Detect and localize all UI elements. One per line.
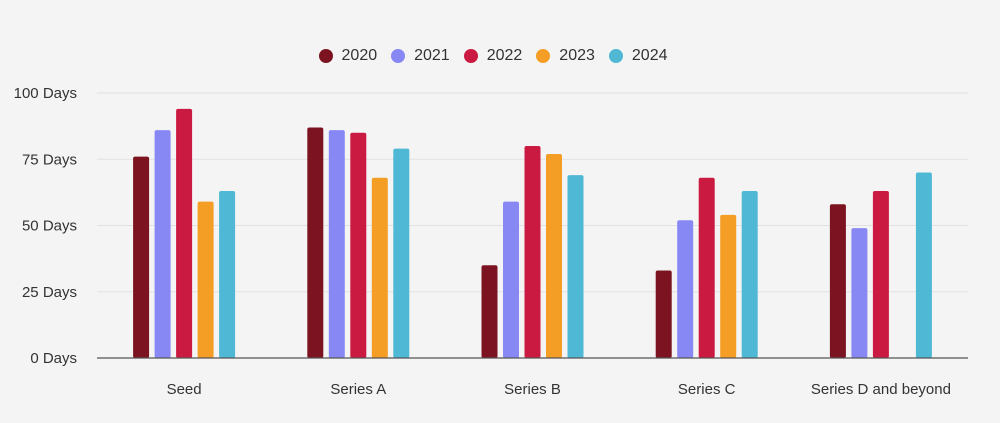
legend-item-2021[interactable]: 2021 — [391, 47, 450, 65]
bar-2023-2[interactable] — [546, 153, 562, 358]
x-tick-label: Series C — [678, 381, 736, 398]
legend: 2020 2021 2022 2023 2024 — [0, 47, 1000, 65]
bar-2021-2[interactable] — [503, 201, 519, 358]
legend-item-2023[interactable]: 2023 — [536, 47, 595, 65]
bar-2021-4[interactable] — [851, 228, 868, 358]
bar-2020-3[interactable] — [655, 270, 672, 358]
bar-2021-3[interactable] — [677, 220, 694, 358]
bar-2022-2[interactable] — [524, 146, 541, 358]
bar-2023-0[interactable] — [197, 201, 214, 358]
bar-2022-1[interactable] — [350, 132, 367, 358]
x-tick-label: Series B — [504, 381, 561, 398]
bar-2024-1[interactable] — [393, 148, 410, 358]
bar-2024-2[interactable] — [567, 175, 584, 358]
legend-swatch — [608, 49, 623, 63]
legend-item-2024[interactable]: 2024 — [608, 47, 668, 65]
legend-swatch — [536, 49, 551, 63]
y-tick-label: 100 Days — [14, 85, 77, 102]
bar-2020-0[interactable] — [133, 156, 150, 358]
bar-2024-4[interactable] — [915, 172, 932, 359]
bar-2023-1[interactable] — [371, 177, 388, 358]
legend-swatch — [318, 49, 333, 63]
bar-2022-4[interactable] — [872, 191, 889, 358]
legend-swatch — [391, 49, 406, 63]
y-tick-label: 25 Days — [22, 284, 77, 301]
legend-label: 2022 — [486, 47, 523, 64]
bar-2020-1[interactable] — [307, 127, 324, 358]
legend-label: 2021 — [414, 47, 450, 64]
bar-2022-3[interactable] — [698, 177, 715, 358]
bar-2021-0[interactable] — [154, 130, 171, 358]
bar-2023-3[interactable] — [720, 214, 737, 358]
x-tick-label: Series A — [330, 381, 386, 398]
legend-item-2022[interactable]: 2022 — [463, 47, 523, 65]
bar-2021-1[interactable] — [328, 130, 345, 358]
y-tick-label: 0 Days — [30, 350, 77, 367]
x-tick-label: Series D and beyond — [811, 381, 951, 398]
bar-2024-3[interactable] — [741, 191, 758, 358]
y-tick-label: 75 Days — [22, 151, 77, 168]
legend-swatch — [463, 49, 478, 63]
legend-label: 2024 — [631, 47, 668, 64]
bar-2022-0[interactable] — [176, 108, 193, 359]
legend-label: 2020 — [341, 47, 378, 64]
legend-label: 2023 — [559, 47, 595, 64]
y-tick-label: 50 Days — [22, 218, 77, 235]
bar-2020-4[interactable] — [829, 204, 846, 358]
bar-2024-0[interactable] — [219, 191, 236, 358]
legend-item-2020[interactable]: 2020 — [318, 47, 378, 65]
bar-2020-2[interactable] — [481, 265, 498, 358]
x-tick-label: Seed — [167, 381, 202, 398]
